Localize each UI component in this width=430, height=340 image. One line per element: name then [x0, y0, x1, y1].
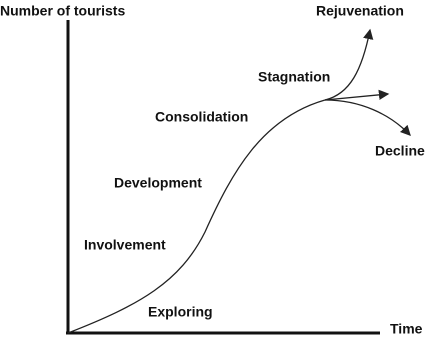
life-cycle-curve — [67, 99, 326, 334]
stage-label: Stagnation — [258, 69, 330, 85]
stage-label: Exploring — [148, 304, 213, 320]
stage-label: Development — [114, 175, 202, 191]
x-axis-label: Time — [390, 321, 423, 337]
outcome-label: Rejuvenation — [316, 3, 404, 19]
stabilize-arrow — [324, 89, 390, 101]
y-axis-label: Number of tourists — [0, 3, 125, 19]
decline-arrow — [324, 99, 411, 136]
stage-label: Involvement — [84, 237, 166, 253]
stage-label: Consolidation — [155, 109, 248, 125]
outcome-label: Decline — [375, 143, 425, 159]
rejuvenation-arrow — [324, 28, 374, 101]
